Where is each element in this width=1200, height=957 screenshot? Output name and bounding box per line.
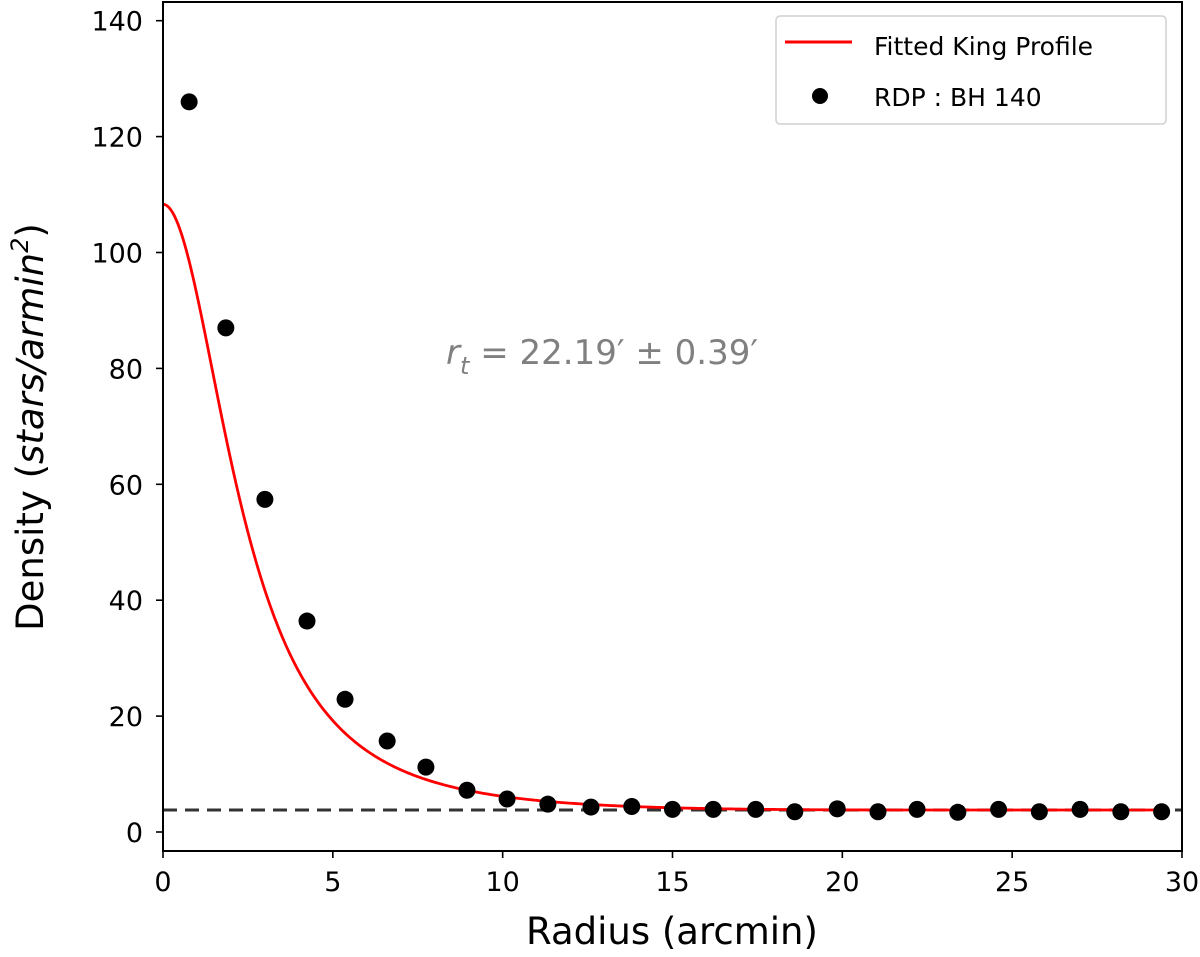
data-point: [623, 798, 641, 816]
data-point: [786, 803, 804, 821]
tidal-radius-annotation: rt = 22.19′ ± 0.39′: [446, 333, 758, 380]
y-axis-label: Density (stars/armin2): [6, 223, 52, 631]
data-point: [664, 800, 681, 818]
y-tick-label: 20: [109, 702, 143, 733]
legend-box: [775, 15, 1167, 125]
data-point: [1153, 803, 1171, 821]
data-point: [298, 612, 316, 630]
legend: Fitted King Profile RDP : BH 140: [775, 15, 1167, 125]
legend-label-rdp: RDP : BH 140: [874, 83, 1042, 112]
data-point: [704, 800, 722, 818]
x-tick-label: 20: [825, 867, 859, 898]
y-tick-label: 120: [91, 123, 143, 154]
x-axis: 0 5 10 15 20 25 30: [154, 851, 1199, 898]
x-tick-label: 15: [655, 867, 689, 898]
data-point: [908, 800, 926, 818]
x-tick-label: 10: [485, 867, 519, 898]
x-tick-label: 0: [154, 867, 171, 898]
x-tick-label: 30: [1165, 867, 1199, 898]
x-tick-label: 25: [995, 867, 1029, 898]
data-point: [378, 732, 396, 750]
data-point: [949, 803, 967, 821]
data-point: [1112, 803, 1130, 821]
y-tick-label: 40: [109, 586, 143, 617]
rdp-data-points: [180, 93, 1171, 821]
y-tick-label: 0: [126, 818, 143, 849]
plot-area: [162, 1, 1183, 852]
data-point: [417, 758, 435, 776]
data-point: [458, 781, 476, 799]
data-point: [990, 800, 1008, 818]
data-point: [869, 803, 887, 821]
x-axis-label: Radius (arcmin): [526, 910, 818, 953]
data-point: [180, 93, 198, 111]
y-tick-label: 60: [109, 470, 143, 501]
data-point: [747, 800, 765, 818]
data-point: [217, 319, 235, 337]
y-tick-label: 140: [91, 7, 143, 38]
plot-background: [163, 2, 1182, 851]
data-point: [582, 798, 600, 816]
data-point: [498, 790, 516, 808]
data-point: [336, 690, 354, 708]
x-tick-label: 5: [324, 867, 341, 898]
data-point: [1030, 803, 1048, 821]
data-point: [828, 800, 846, 818]
y-tick-label: 100: [91, 239, 143, 270]
data-point: [539, 795, 557, 813]
data-point: [256, 490, 274, 508]
y-tick-label: 80: [109, 354, 143, 385]
legend-marker-swatch-icon: [812, 88, 828, 104]
legend-label-fit: Fitted King Profile: [874, 32, 1093, 61]
y-axis: 0 20 40 60 80 100 120 140: [91, 7, 163, 849]
data-point: [1071, 800, 1089, 818]
